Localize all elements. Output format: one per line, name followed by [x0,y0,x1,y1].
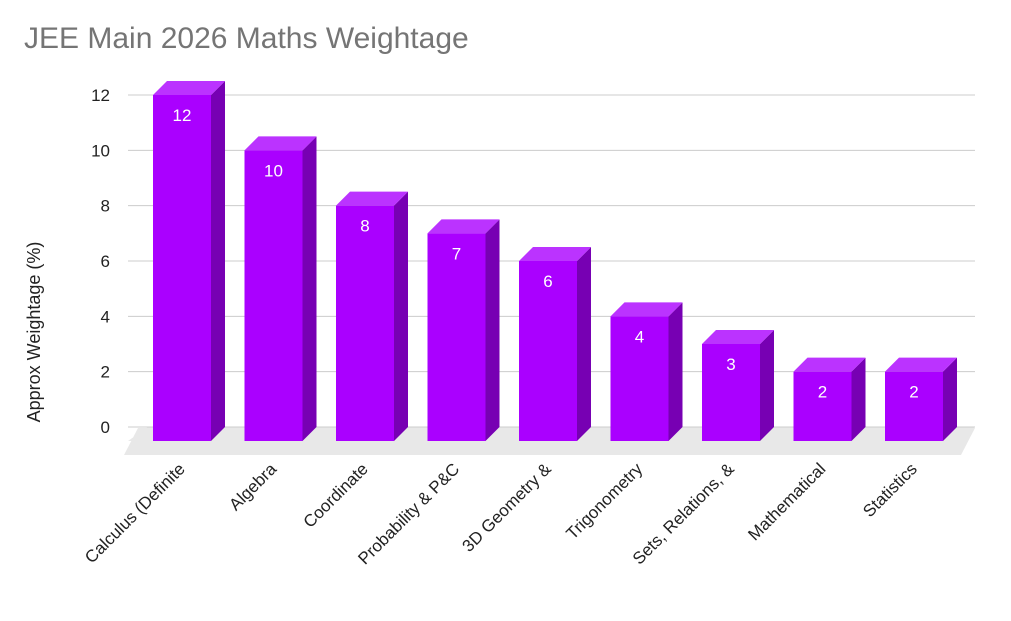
bar-front [519,261,577,441]
y-tick-label: 8 [101,197,110,216]
data-label: 2 [818,383,827,402]
data-labels: 12 10 8 7 6 4 3 2 2 [173,106,919,402]
bar [153,81,225,441]
data-label: 2 [909,383,918,402]
data-label: 6 [543,272,552,291]
data-label: 3 [726,355,735,374]
bar-front [244,150,303,442]
x-tick-label: 3D Geometry & [459,459,556,556]
bar [885,357,957,441]
bar-front [885,371,943,441]
bar [610,302,683,441]
bar [427,219,500,441]
bar [702,330,774,441]
bar-side [851,357,866,441]
bar-top [519,247,591,261]
data-label: 10 [264,161,283,180]
x-tick-label: Mathematical [744,459,829,544]
bar-front [610,316,669,441]
x-tick-label: Calculus (Definite [81,459,189,567]
bar-top [793,357,866,372]
y-tick-label: 2 [101,363,110,382]
bar-top [702,330,774,344]
bar [336,191,408,441]
x-tick-label: Statistics [859,459,921,521]
bar-front [702,344,760,441]
y-tick-label: 4 [101,307,110,326]
bar-side [943,357,957,441]
y-axis-ticks: 0 2 4 6 8 10 12 [91,86,110,437]
y-tick-label: 12 [91,86,110,105]
bar-top [610,302,683,317]
x-tick-label: Coordinate [300,459,372,531]
data-label: 7 [452,244,461,263]
bars [153,81,957,442]
y-tick-label: 6 [101,252,110,271]
y-axis-label: Approx Weightage (%) [24,242,44,423]
bar [244,136,317,442]
bar-side [668,302,683,441]
bar-front [336,205,394,441]
bar-side [577,247,591,441]
bar-top [244,136,317,151]
data-label: 8 [360,217,369,236]
bar-side [302,136,317,442]
bar-top [336,191,408,206]
x-tick-label: Trigonometry [563,459,647,543]
bar-top [427,219,500,234]
bar-front [793,371,852,441]
bar [519,247,591,441]
bar-side [211,81,225,441]
data-label: 12 [173,106,192,125]
bar-top [885,357,957,372]
bar-side [760,330,774,441]
x-tick-label: Sets, Relations, & [629,459,738,568]
bar-side [394,191,408,441]
bar-front [153,95,211,441]
x-tick-label: Algebra [225,459,280,514]
bar-side [485,219,500,441]
bar [793,357,866,441]
bar-top [153,81,225,95]
data-label: 4 [635,327,644,346]
x-axis-categories: Calculus (Definite Algebra CoordinateProba… [81,459,921,568]
bar-front [427,233,486,441]
chart-title: JEE Main 2026 Maths Weightage [24,22,469,55]
x-tick-label: Probability & P&C [354,459,463,568]
y-tick-label: 0 [101,418,110,437]
y-tick-label: 10 [91,141,110,160]
